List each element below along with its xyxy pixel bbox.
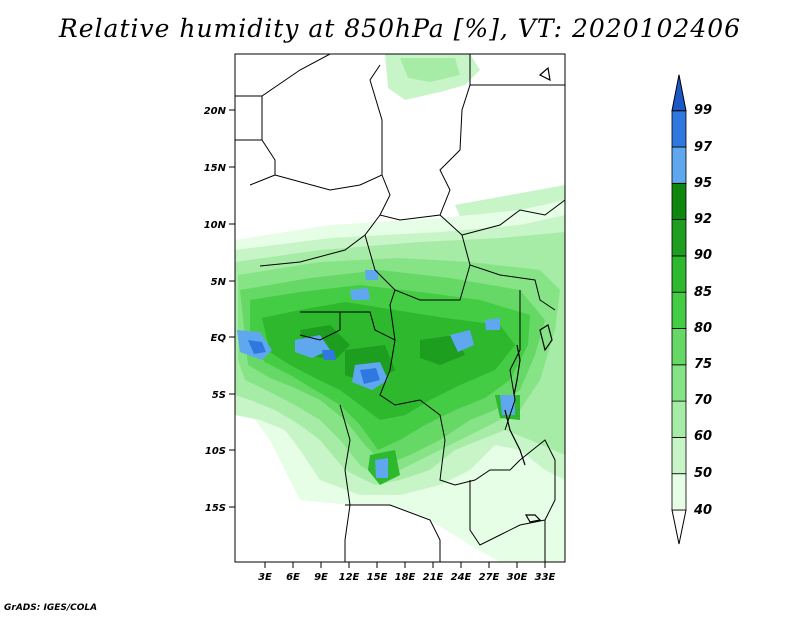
colorbar-segment xyxy=(671,110,687,148)
lon-label: 3E xyxy=(258,572,272,583)
colorbar-segment xyxy=(671,436,687,475)
colorbar-label: 80 xyxy=(694,321,712,336)
lat-label: 15S xyxy=(205,503,226,514)
colorbar-label: 75 xyxy=(694,357,712,372)
colorbar-segment xyxy=(671,182,687,221)
colorbar-segment xyxy=(671,146,687,184)
lon-label: 24E xyxy=(451,572,472,583)
lon-label: 6E xyxy=(286,572,300,583)
lon-label: 15E xyxy=(367,572,388,583)
lon-label: 30E xyxy=(507,572,528,583)
lat-label: EQ xyxy=(211,333,227,344)
colorbar-segment xyxy=(671,473,687,511)
colorbar-label: 99 xyxy=(694,103,712,118)
lon-label: 9E xyxy=(314,572,328,583)
colorbar-label: 97 xyxy=(694,140,713,155)
colorbar-segment xyxy=(671,400,687,438)
lat-label: 5S xyxy=(212,390,226,401)
colorbar-segment-below xyxy=(671,509,687,545)
lon-label: 27E xyxy=(479,572,500,583)
colorbar-label: 85 xyxy=(694,285,712,300)
colorbar-labels: 40 50 60 70 75 80 85 90 92 95 97 99 xyxy=(693,103,713,518)
colorbar-segment xyxy=(671,291,687,329)
lon-label: 12E xyxy=(339,572,360,583)
colorbar-segment xyxy=(671,255,687,293)
lat-label: 10N xyxy=(204,220,227,231)
country-borders xyxy=(235,54,565,562)
map-title: Relative humidity at 850hPa [%], VT: 202… xyxy=(58,14,742,43)
lon-label: 18E xyxy=(395,572,416,583)
longitude-labels: 3E 6E 9E 12E 15E 18E 21E 24E 27E 30E 33E xyxy=(258,572,555,583)
colorbar-segment xyxy=(671,364,687,402)
colorbar-segment xyxy=(671,328,687,366)
colorbar xyxy=(671,74,687,545)
lat-label: 15N xyxy=(204,163,227,174)
lat-label: 20N xyxy=(204,106,227,117)
colorbar-label: 70 xyxy=(694,393,712,408)
longitude-axis xyxy=(264,562,546,568)
credit-footer: GrADS: IGES/COLA xyxy=(4,603,98,613)
colorbar-segment xyxy=(671,219,687,257)
lat-label: 10S xyxy=(205,446,226,457)
map-frame xyxy=(234,53,566,563)
colorbar-label: 90 xyxy=(694,248,712,263)
latitude-axis xyxy=(229,109,235,508)
lake-outlines xyxy=(504,66,553,523)
colorbar-label: 95 xyxy=(694,176,712,191)
latitude-labels: 20N 15N 10N 5N EQ 5S 10S 15S xyxy=(204,106,227,514)
lon-label: 33E xyxy=(535,572,556,583)
humidity-field xyxy=(235,54,565,562)
lat-label: 5N xyxy=(211,277,227,288)
colorbar-label: 40 xyxy=(693,503,712,518)
colorbar-segment-above xyxy=(671,74,687,112)
colorbar-label: 60 xyxy=(694,429,712,444)
colorbar-label: 92 xyxy=(694,212,712,227)
lon-label: 21E xyxy=(423,572,444,583)
colorbar-label: 50 xyxy=(694,466,712,481)
